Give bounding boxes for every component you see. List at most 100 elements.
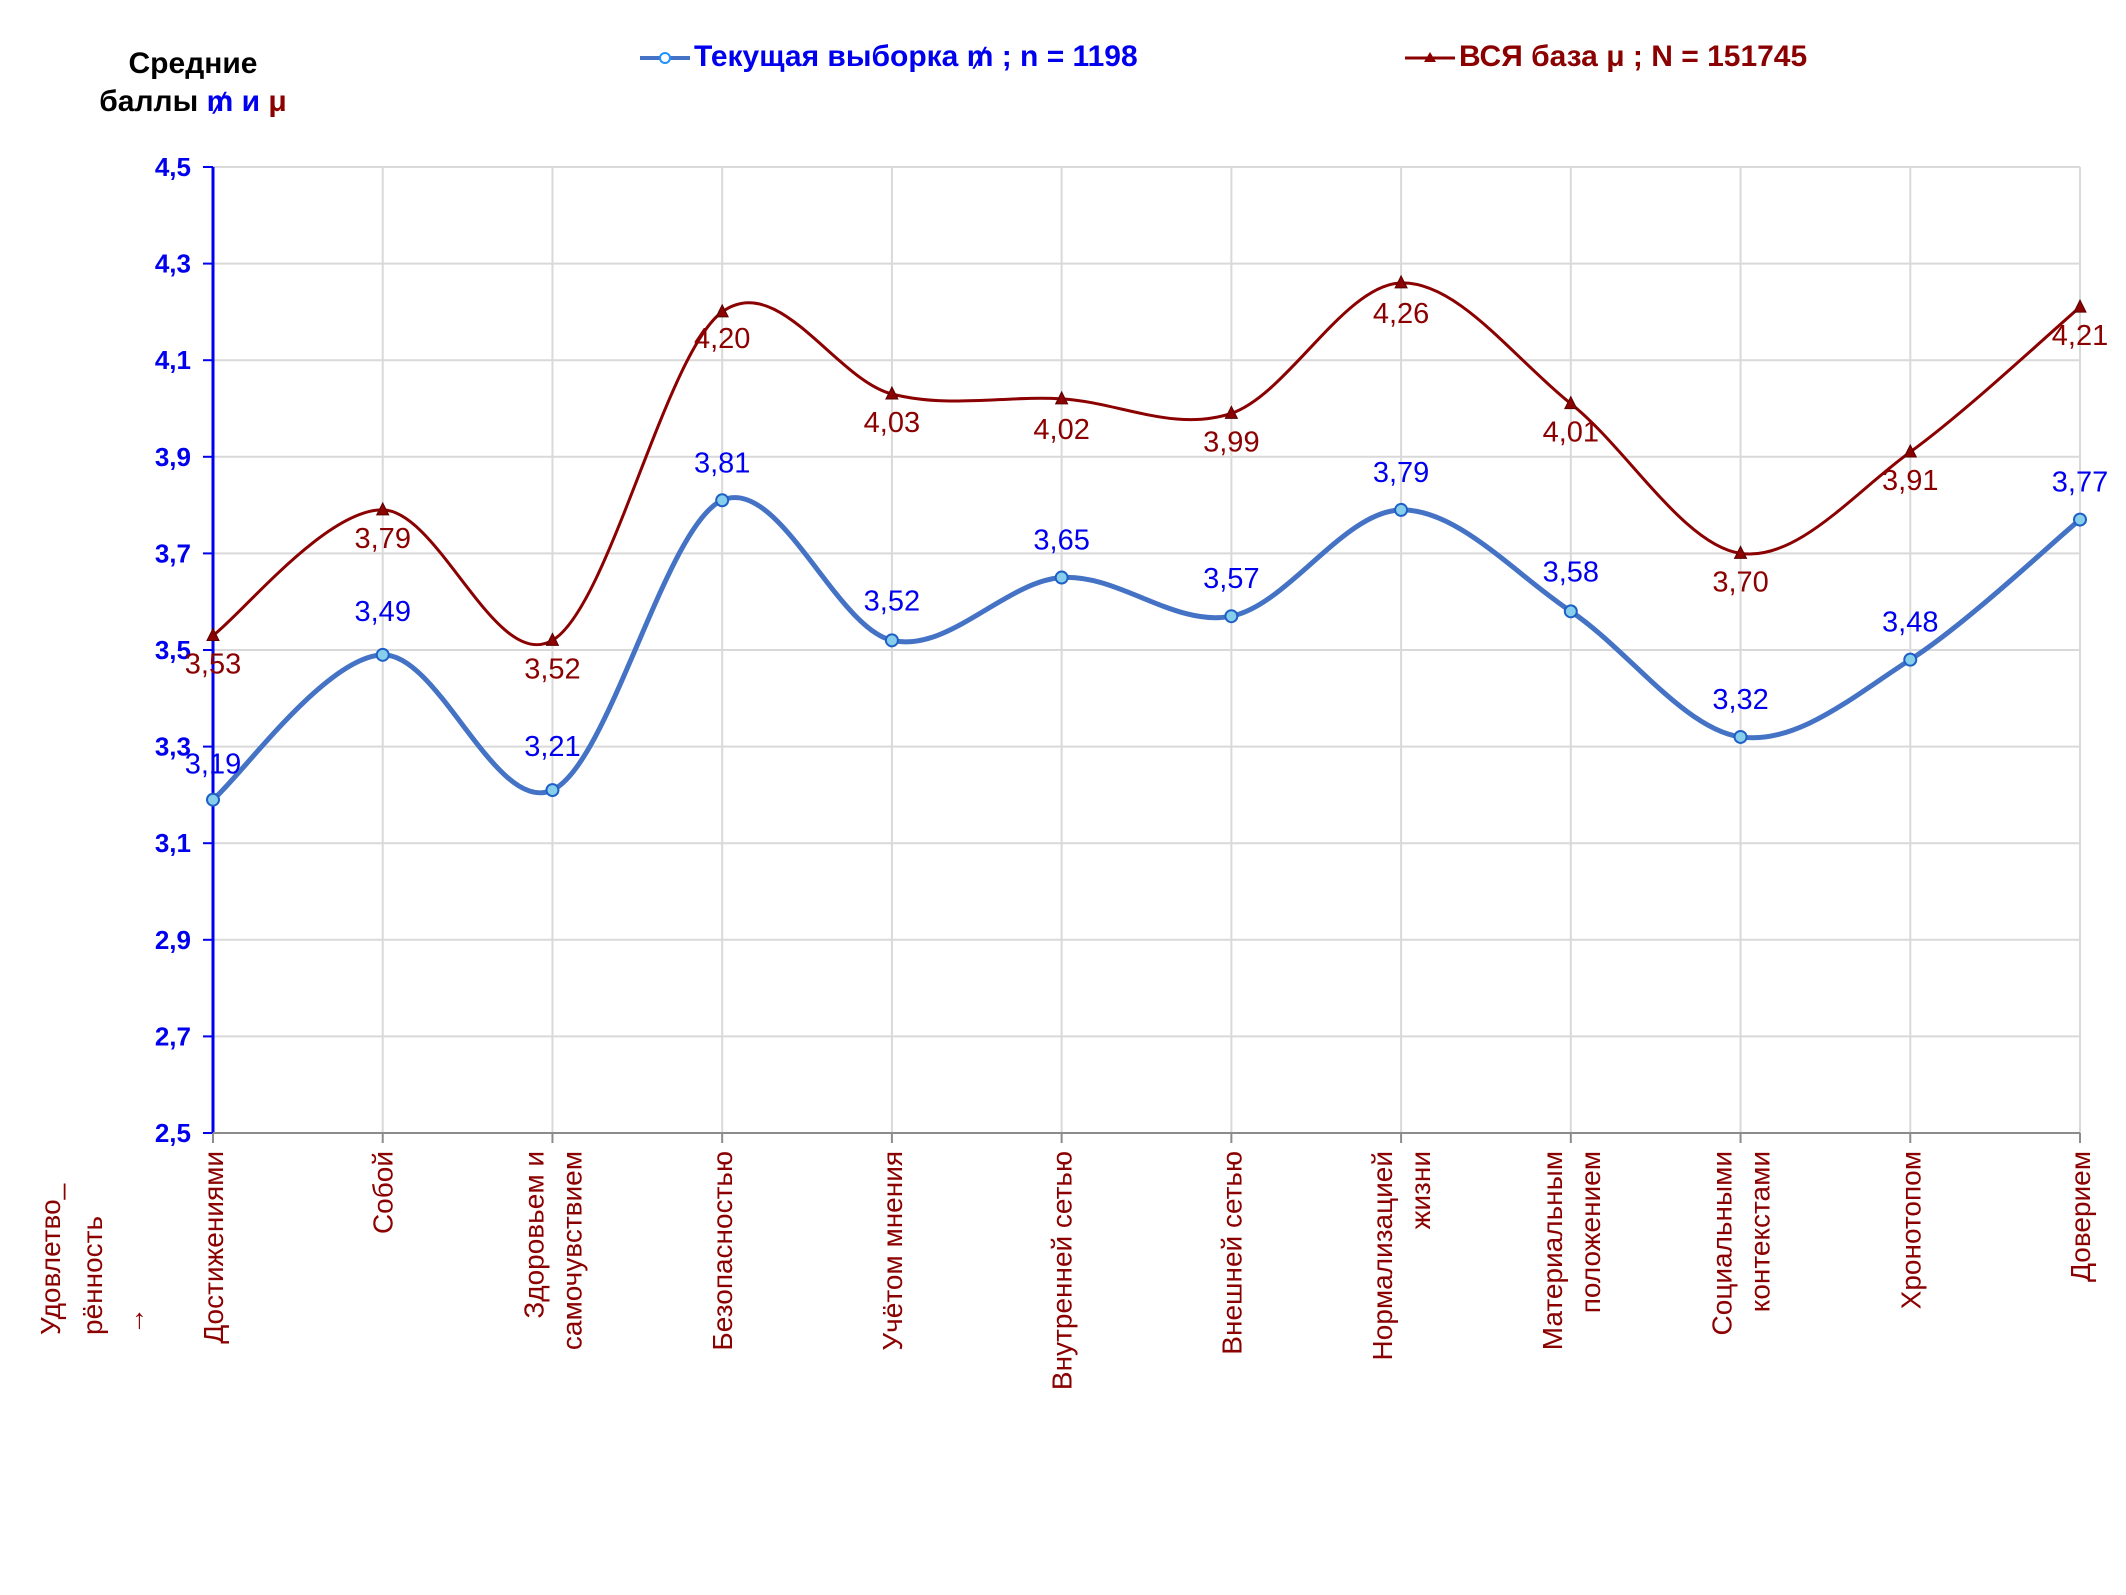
data-label-current-sample: 3,79 — [1373, 457, 1429, 489]
series-line-whole-base — [212, 281, 2081, 647]
category-label-line: жизни — [1405, 1151, 1436, 1229]
data-point-current-sample — [884, 633, 899, 648]
data-point-current-sample — [1563, 604, 1578, 619]
legend-item-whole-base: ВСЯ база μ ; N = 151745 — [1405, 40, 1807, 74]
category-label-line: Внутренней сетью — [1047, 1151, 1078, 1390]
data-label-whole-base: 4,03 — [864, 407, 920, 439]
category-label-line: Материальным — [1537, 1151, 1568, 1350]
y-axis-title: Средние баллы ₥ и μ — [88, 45, 298, 121]
y-tick-label: 3,9 — [155, 442, 191, 472]
category-label-line: самочувствием — [556, 1151, 587, 1350]
data-label-current-sample: 3,57 — [1203, 563, 1259, 595]
legend-item-current-sample: Текущая выборка ₥ ; n = 1198 — [640, 40, 1138, 74]
y-tick-label: 2,7 — [155, 1021, 191, 1051]
category-label: Социальными контекстами — [1707, 1151, 1776, 1335]
category-label: Материальным положением — [1537, 1151, 1606, 1350]
data-point-current-sample — [2073, 512, 2087, 527]
data-point-whole-base — [1054, 390, 1069, 405]
data-label-whole-base: 3,70 — [1712, 566, 1768, 598]
data-point-current-sample — [545, 783, 560, 798]
data-label-whole-base: 4,20 — [694, 323, 750, 355]
data-point-current-sample — [206, 792, 220, 807]
category-label-line: Безопасностью — [707, 1151, 738, 1351]
category-label: Доверием — [2065, 1151, 2096, 1282]
data-label-whole-base: 4,01 — [1543, 417, 1599, 449]
legend-line-triangle-icon — [1405, 52, 1455, 63]
data-label-current-sample: 3,49 — [355, 596, 411, 628]
y-tick-label: 3,1 — [155, 828, 191, 858]
y-axis-title-conjunction: и — [233, 85, 269, 118]
category-label-line: контекстами — [1745, 1151, 1776, 1312]
y-axis-title-symbol-base: μ — [268, 85, 287, 118]
y-axis-title-prefix: баллы — [99, 85, 207, 118]
y-tick-label: 3,5 — [155, 635, 191, 665]
y-axis-title-symbol-sample: ₥ — [206, 85, 234, 118]
data-point-current-sample — [1903, 652, 1918, 667]
data-label-current-sample: 3,81 — [694, 447, 750, 479]
y-tick-label: 3,3 — [155, 732, 191, 762]
data-label-current-sample: 3,32 — [1712, 684, 1768, 716]
data-label-whole-base: 4,02 — [1033, 414, 1089, 446]
data-label-whole-base: 3,52 — [524, 653, 580, 685]
y-tick-label: 4,5 — [155, 152, 191, 182]
data-point-whole-base — [1394, 274, 1408, 289]
category-label: Собой — [368, 1151, 399, 1234]
y-tick-label: 3,7 — [155, 538, 191, 568]
category-label-line: Внешней сетью — [1216, 1151, 1247, 1355]
data-point-current-sample — [1733, 729, 1748, 744]
data-point-whole-base — [1564, 395, 1578, 410]
data-label-whole-base: 3,99 — [1203, 426, 1259, 458]
data-point-whole-base — [1903, 443, 1918, 458]
data-label-whole-base: 4,21 — [2052, 320, 2108, 352]
data-label-current-sample: 3,52 — [864, 585, 920, 617]
y-tick-label: 2,9 — [155, 925, 191, 955]
legend-line-circle-icon — [640, 52, 690, 65]
data-point-current-sample — [1394, 502, 1409, 517]
data-label-current-sample: 3,77 — [2052, 467, 2108, 499]
category-label: Внутренней сетью — [1047, 1151, 1078, 1390]
series-line-current-sample — [211, 495, 2082, 802]
category-label-line: Здоровьем и — [518, 1151, 549, 1319]
category-label-line: Доверием — [2065, 1151, 2096, 1282]
data-label-current-sample: 3,21 — [524, 731, 580, 763]
category-label-line: Социальными — [1707, 1151, 1738, 1335]
category-label: Нормализацией жизни — [1367, 1151, 1436, 1360]
data-point-whole-base — [1224, 405, 1239, 419]
legend-label-current-sample: Текущая выборка ₥ ; n = 1198 — [694, 40, 1138, 73]
data-point-whole-base — [206, 627, 220, 642]
data-label-current-sample: 3,65 — [1033, 525, 1089, 557]
category-label: Внешней сетью — [1216, 1151, 1247, 1355]
data-label-current-sample: 3,19 — [185, 749, 241, 781]
y-tick-label: 4,1 — [155, 345, 191, 375]
data-label-whole-base: 3,91 — [1882, 465, 1938, 497]
category-label: Учётом мнения — [877, 1151, 908, 1351]
category-label-line: Достижениями — [198, 1151, 229, 1344]
data-label-whole-base: 3,53 — [185, 649, 241, 681]
data-point-whole-base — [375, 501, 390, 516]
category-label-line: Хронотопом — [1895, 1151, 1926, 1309]
category-label: Здоровьем и самочувствием — [518, 1151, 587, 1350]
category-label: Достижениями — [198, 1151, 229, 1344]
data-point-current-sample — [1224, 609, 1239, 624]
data-point-current-sample — [1054, 570, 1069, 585]
data-label-current-sample: 3,58 — [1543, 556, 1599, 588]
data-point-whole-base — [1733, 545, 1748, 559]
category-label: Хронотопом — [1895, 1151, 1926, 1309]
data-point-current-sample — [715, 493, 730, 508]
data-point-whole-base — [885, 385, 899, 400]
y-tick-label: 2,5 — [155, 1118, 191, 1148]
category-label-line: положением — [1575, 1151, 1606, 1313]
y-axis-title-line1: Средние — [128, 47, 258, 80]
data-point-whole-base — [715, 303, 729, 318]
y-axis-title-line2: баллы ₥ и μ — [88, 83, 298, 121]
data-point-current-sample — [375, 647, 390, 662]
data-point-whole-base — [545, 632, 560, 646]
category-label-line: Нормализацией — [1367, 1151, 1398, 1360]
legend-label-whole-base: ВСЯ база μ ; N = 151745 — [1459, 40, 1808, 73]
data-label-current-sample: 3,48 — [1882, 607, 1938, 639]
category-label-line: Учётом мнения — [877, 1151, 908, 1351]
category-label: Безопасностью — [707, 1151, 738, 1351]
data-label-whole-base: 4,26 — [1373, 298, 1429, 330]
category-label-line: Собой — [368, 1151, 399, 1234]
